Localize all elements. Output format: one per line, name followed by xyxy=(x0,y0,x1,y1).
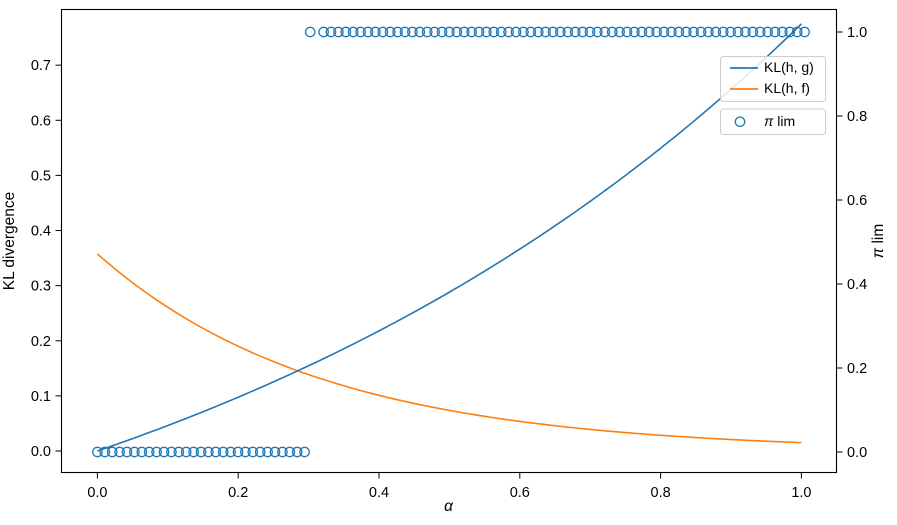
svg-text:0.4: 0.4 xyxy=(369,485,389,501)
svg-text:0.0: 0.0 xyxy=(87,485,107,501)
svg-text:0.5: 0.5 xyxy=(31,168,51,184)
svg-text:α: α xyxy=(444,498,454,515)
svg-text:0.6: 0.6 xyxy=(510,485,530,501)
svg-text:0.4: 0.4 xyxy=(847,277,867,293)
svg-text:KL(h, g): KL(h, g) xyxy=(764,59,814,75)
svg-text:0.6: 0.6 xyxy=(847,193,867,209)
svg-text:π lim: π lim xyxy=(870,224,887,259)
svg-text:0.2: 0.2 xyxy=(228,485,248,501)
svg-text:0.8: 0.8 xyxy=(847,109,867,125)
svg-text:1.0: 1.0 xyxy=(791,485,811,501)
svg-text:0.8: 0.8 xyxy=(651,485,671,501)
svg-text:0.0: 0.0 xyxy=(847,445,867,461)
svg-text:1.0: 1.0 xyxy=(847,25,867,41)
svg-text:π lim: π lim xyxy=(764,113,795,129)
svg-text:0.2: 0.2 xyxy=(31,334,51,350)
svg-text:0.1: 0.1 xyxy=(31,389,51,405)
svg-text:0.0: 0.0 xyxy=(31,444,51,460)
svg-text:0.7: 0.7 xyxy=(31,58,51,74)
svg-text:0.2: 0.2 xyxy=(847,361,867,377)
svg-text:0.4: 0.4 xyxy=(31,224,51,240)
svg-text:0.6: 0.6 xyxy=(31,113,51,129)
svg-text:0.3: 0.3 xyxy=(31,279,51,295)
svg-text:KL(h, f): KL(h, f) xyxy=(764,80,810,96)
svg-text:KL divergence: KL divergence xyxy=(1,192,18,291)
